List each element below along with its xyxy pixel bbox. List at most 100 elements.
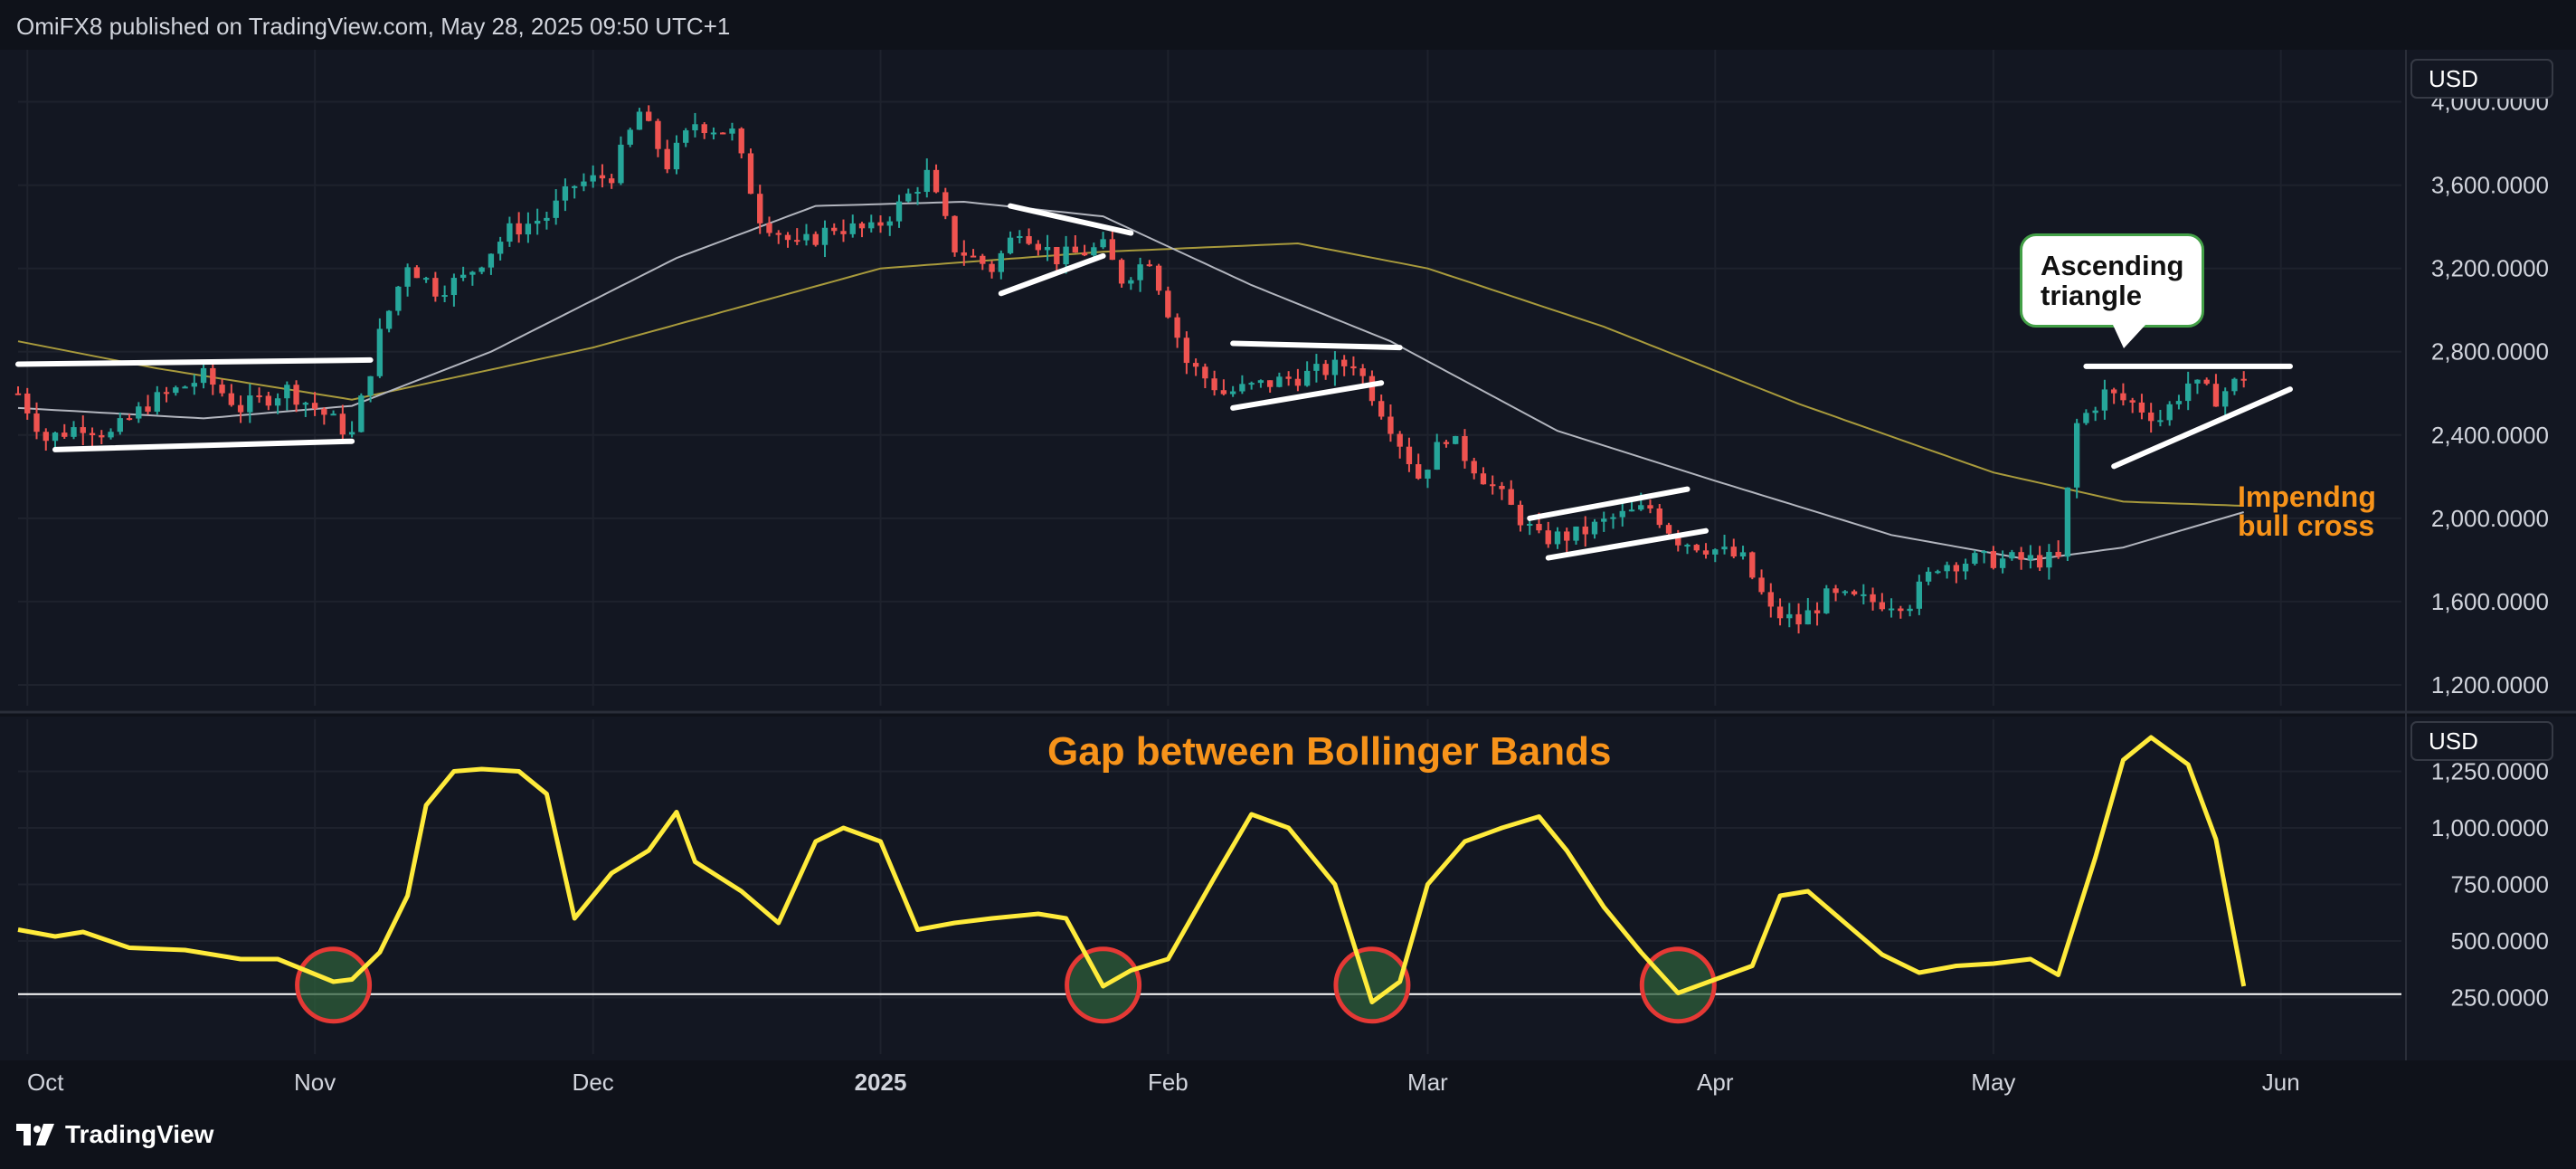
candle <box>265 391 272 411</box>
candle-body <box>2036 555 2043 568</box>
candle <box>302 401 309 417</box>
candle-body <box>497 242 504 254</box>
candle-body <box>488 253 495 268</box>
candle-body <box>2240 378 2247 381</box>
candle-body <box>2194 379 2201 384</box>
candle <box>1322 359 1329 380</box>
candle <box>2092 406 2098 422</box>
candle-body <box>89 432 96 435</box>
candle <box>2073 418 2080 499</box>
candle-body <box>395 286 402 311</box>
candle-body <box>284 385 290 399</box>
x-tick-label: Feb <box>1148 1069 1189 1096</box>
candle-body <box>747 153 754 195</box>
candle-body <box>664 148 670 170</box>
candle <box>311 392 318 416</box>
candle <box>1183 331 1190 375</box>
candle-body <box>646 111 652 121</box>
candle <box>590 165 596 188</box>
candle <box>1508 480 1514 506</box>
candle <box>274 393 281 414</box>
candle-body <box>173 387 179 394</box>
candle <box>544 212 550 230</box>
candle <box>2036 546 2043 572</box>
candle <box>126 413 133 421</box>
candle-body <box>738 128 744 154</box>
candle-body <box>2212 384 2220 407</box>
candle-body <box>858 223 866 229</box>
candle-body <box>516 223 522 235</box>
candle-body <box>1397 433 1403 447</box>
candle-body <box>599 175 606 179</box>
candle-body <box>2009 552 2015 559</box>
candle <box>1257 379 1264 388</box>
candle-body <box>1499 486 1505 489</box>
candle <box>478 266 485 275</box>
candle <box>2166 401 2173 426</box>
candle <box>210 362 216 395</box>
candle-body <box>2203 379 2210 385</box>
candle <box>450 273 458 307</box>
candle-body <box>849 223 856 234</box>
axes: Oct Nov Dec 2025 Feb Mar Apr May Jun 1,200.0000 1,… <box>27 59 2553 1096</box>
candle-body <box>1907 608 1913 612</box>
candle-body <box>2073 423 2080 488</box>
bull-cross-line-2: bull cross <box>2238 509 2375 542</box>
candle <box>1072 234 1079 253</box>
candle-body <box>1266 380 1274 387</box>
tradingview-logo[interactable]: TradingView <box>16 1120 213 1149</box>
candle-body <box>1981 551 1987 554</box>
candle-body <box>1425 470 1431 479</box>
candle <box>2120 383 2126 406</box>
candle <box>1684 543 1690 555</box>
candle-body <box>609 178 615 184</box>
candle-body <box>961 252 967 256</box>
candle <box>1017 230 1023 243</box>
candle <box>1035 240 1041 256</box>
candle <box>284 381 290 411</box>
candle-body <box>618 144 624 184</box>
candle <box>1174 313 1180 348</box>
candle <box>1387 404 1394 442</box>
candle <box>237 395 244 423</box>
candle <box>655 119 661 157</box>
candle-body <box>1888 608 1895 611</box>
candle <box>2212 374 2220 407</box>
candle-body <box>1359 368 1366 376</box>
candle-body <box>247 395 253 413</box>
candle-body <box>1879 602 1886 610</box>
candle-body <box>274 398 281 406</box>
candle <box>1972 550 1978 566</box>
candle <box>173 385 179 396</box>
candle-body <box>1183 337 1190 364</box>
candle <box>849 214 856 238</box>
candle <box>562 178 569 212</box>
candle-body <box>99 434 105 438</box>
candle <box>970 249 977 258</box>
candle <box>1870 587 1876 611</box>
candle-body <box>1861 594 1867 596</box>
pattern-trendline <box>1527 486 1690 521</box>
candle-body <box>1962 564 1969 572</box>
candle-body <box>933 169 940 193</box>
candle-body <box>562 185 569 201</box>
candle-body <box>441 295 448 298</box>
candle <box>1591 518 1598 539</box>
candle <box>812 231 819 247</box>
candle <box>108 428 114 440</box>
candle <box>1767 583 1774 618</box>
candle-body <box>191 383 197 387</box>
callout-tail <box>2113 325 2145 348</box>
candle-body <box>803 233 810 241</box>
candle <box>1564 527 1570 553</box>
candle-body <box>1453 435 1459 444</box>
candle <box>1981 549 1987 564</box>
candle-body <box>376 328 384 376</box>
candle <box>701 122 707 139</box>
candle <box>413 265 421 279</box>
candle <box>980 253 986 271</box>
candle <box>710 127 717 140</box>
candle-body <box>1063 246 1069 265</box>
y-tick-label: 3,200.0000 <box>2431 255 2549 282</box>
candle-body <box>1285 376 1292 379</box>
